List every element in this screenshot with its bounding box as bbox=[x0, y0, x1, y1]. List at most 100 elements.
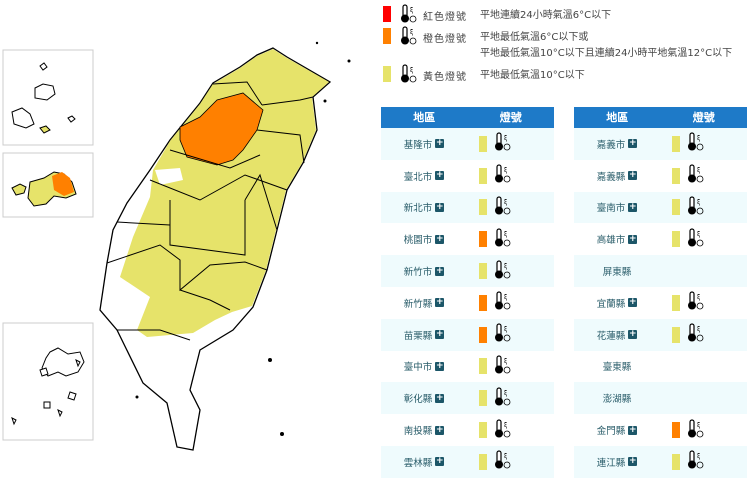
alert-legend: ξ 紅色燈號 平地連續24小時氣溫6°C以下 ξ 橙色燈號 平地最低氣溫6°C以下或 平地最… bbox=[380, 4, 750, 86]
matsu-islands bbox=[11, 62, 76, 134]
expand-plus-icon[interactable]: + bbox=[435, 265, 445, 276]
svg-text:ξ: ξ bbox=[504, 294, 507, 301]
expand-plus-icon[interactable]: + bbox=[628, 201, 638, 212]
thermometer-icon: ξ bbox=[492, 164, 514, 187]
svg-text:ξ: ξ bbox=[504, 453, 507, 460]
left-region-table: 地區 燈號 基隆市 + ξ 臺北市 + ξ 新北市 + ξ 桃園市 + ξ 新竹市 + ξ 新竹縣 + ξ 苗栗縣 +… bbox=[381, 107, 554, 478]
signal-bar bbox=[672, 453, 680, 470]
region-name[interactable]: 屏東縣 bbox=[602, 267, 632, 279]
legend-swatch bbox=[383, 66, 391, 82]
thermometer-icon: ξ bbox=[492, 450, 514, 473]
region-name[interactable]: 嘉義市 bbox=[596, 139, 626, 151]
region-name[interactable]: 雲林縣 bbox=[403, 457, 433, 469]
svg-text:ξ: ξ bbox=[697, 135, 700, 142]
signal-bar bbox=[479, 263, 487, 280]
signal-bar bbox=[479, 231, 487, 248]
svg-text:ξ: ξ bbox=[410, 67, 413, 74]
table-row: 新北市 + ξ bbox=[381, 191, 554, 224]
region-name[interactable]: 苗栗縣 bbox=[403, 330, 433, 342]
thermometer-icon: ξ bbox=[492, 259, 514, 283]
region-name[interactable]: 澎湖縣 bbox=[602, 394, 632, 406]
legend-swatch bbox=[383, 28, 391, 44]
thermometer-icon: ξ bbox=[492, 387, 514, 410]
expand-plus-icon[interactable]: + bbox=[628, 138, 638, 149]
signal-bar bbox=[479, 199, 487, 216]
legend-swatch bbox=[383, 6, 391, 22]
legend-name: 黃色燈號 bbox=[423, 72, 467, 83]
legend-desc: 平地連續24小時氣溫6°C以下 bbox=[480, 10, 612, 21]
svg-text:ξ: ξ bbox=[410, 29, 413, 36]
expand-plus-icon[interactable]: + bbox=[435, 233, 445, 244]
thermometer-icon: ξ bbox=[685, 164, 707, 187]
table-row: 連江縣 + ξ bbox=[574, 445, 747, 478]
region-name[interactable]: 臺北市 bbox=[403, 171, 433, 183]
signal-bar bbox=[672, 199, 680, 216]
legend-desc: 平地最低氣溫6°C以下或 bbox=[480, 32, 589, 43]
legend-name: 橙色燈號 bbox=[423, 34, 467, 45]
table-row: 花蓮縣 + ξ bbox=[574, 318, 747, 351]
header-region: 地區 bbox=[606, 111, 629, 124]
region-name[interactable]: 金門縣 bbox=[596, 426, 626, 438]
expand-plus-icon[interactable]: + bbox=[435, 456, 445, 467]
thermometer-icon: ξ bbox=[685, 196, 707, 219]
expand-plus-icon[interactable]: + bbox=[628, 456, 638, 467]
expand-plus-icon[interactable]: + bbox=[628, 233, 638, 244]
region-name[interactable]: 新竹市 bbox=[403, 267, 433, 279]
region-name[interactable]: 高雄市 bbox=[596, 235, 626, 247]
signal-bar bbox=[672, 422, 680, 439]
svg-text:ξ: ξ bbox=[697, 326, 700, 333]
expand-plus-icon[interactable]: + bbox=[628, 329, 638, 340]
region-name[interactable]: 宜蘭縣 bbox=[596, 298, 626, 310]
signal-bar bbox=[479, 326, 487, 343]
region-name[interactable]: 連江縣 bbox=[596, 457, 626, 469]
table-row: 南投縣 + ξ bbox=[381, 414, 554, 446]
signal-bar bbox=[672, 135, 680, 152]
region-name[interactable]: 南投縣 bbox=[403, 426, 433, 438]
region-name[interactable]: 花蓮縣 bbox=[596, 330, 626, 342]
signal-bar bbox=[672, 167, 680, 184]
svg-text:ξ: ξ bbox=[697, 231, 700, 238]
svg-text:ξ: ξ bbox=[504, 326, 507, 333]
region-name[interactable]: 臺中市 bbox=[403, 362, 433, 374]
yellow-alert-region bbox=[120, 49, 329, 337]
legend-item: ξ 黃色燈號 平地最低氣溫10°C以下 bbox=[380, 64, 750, 86]
expand-plus-icon[interactable]: + bbox=[435, 201, 445, 212]
signal-bar bbox=[479, 422, 487, 439]
expand-plus-icon[interactable]: + bbox=[435, 392, 445, 403]
signal-bar bbox=[479, 358, 487, 375]
thermometer-icon: ξ bbox=[398, 4, 420, 27]
thermometer-icon: ξ bbox=[492, 291, 514, 314]
expand-plus-icon[interactable]: + bbox=[435, 170, 445, 181]
expand-plus-icon[interactable]: + bbox=[628, 297, 638, 308]
region-name[interactable]: 嘉義縣 bbox=[596, 171, 626, 183]
region-name[interactable]: 臺南市 bbox=[596, 203, 626, 215]
thermometer-icon: ξ bbox=[492, 323, 514, 346]
expand-plus-icon[interactable]: + bbox=[435, 329, 445, 340]
expand-plus-icon[interactable]: + bbox=[435, 360, 445, 371]
table-row: 臺東縣 bbox=[574, 351, 747, 383]
table-row: 基隆市 + ξ bbox=[381, 128, 554, 160]
table-row: 臺北市 + ξ bbox=[381, 160, 554, 192]
region-name[interactable]: 桃園市 bbox=[403, 235, 433, 247]
region-name[interactable]: 彰化縣 bbox=[403, 394, 433, 406]
region-name[interactable]: 新竹縣 bbox=[403, 298, 433, 310]
expand-plus-icon[interactable]: + bbox=[435, 138, 445, 149]
right-region-table: 地區 燈號 嘉義市 + ξ 嘉義縣 + ξ 臺南市 + ξ 高雄市 + ξ 屏東縣 宜蘭縣 + ξ 花蓮縣 + ξ 臺… bbox=[574, 107, 747, 478]
table-row: 嘉義市 + ξ bbox=[574, 128, 747, 160]
expand-plus-icon[interactable]: + bbox=[628, 424, 638, 435]
thermometer-icon: ξ bbox=[398, 64, 420, 87]
thermometer-icon: ξ bbox=[492, 355, 514, 378]
svg-text:ξ: ξ bbox=[504, 358, 507, 365]
region-name[interactable]: 基隆市 bbox=[403, 139, 433, 151]
svg-text:ξ: ξ bbox=[504, 390, 507, 397]
expand-plus-icon[interactable]: + bbox=[435, 424, 445, 435]
expand-plus-icon[interactable]: + bbox=[435, 297, 445, 308]
region-name[interactable]: 新北市 bbox=[403, 203, 433, 215]
thermometer-icon: ξ bbox=[685, 291, 707, 314]
legend-item: ξ 橙色燈號 平地最低氣溫6°C以下或 平地最低氣溫10°C以下且連續24小時平地氣溫… bbox=[380, 26, 750, 64]
region-name[interactable]: 臺東縣 bbox=[602, 362, 632, 374]
taiwan-alert-map bbox=[2, 41, 351, 451]
table-row: 宜蘭縣 + ξ bbox=[574, 287, 747, 319]
thermometer-icon: ξ bbox=[492, 196, 514, 219]
expand-plus-icon[interactable]: + bbox=[628, 170, 638, 181]
